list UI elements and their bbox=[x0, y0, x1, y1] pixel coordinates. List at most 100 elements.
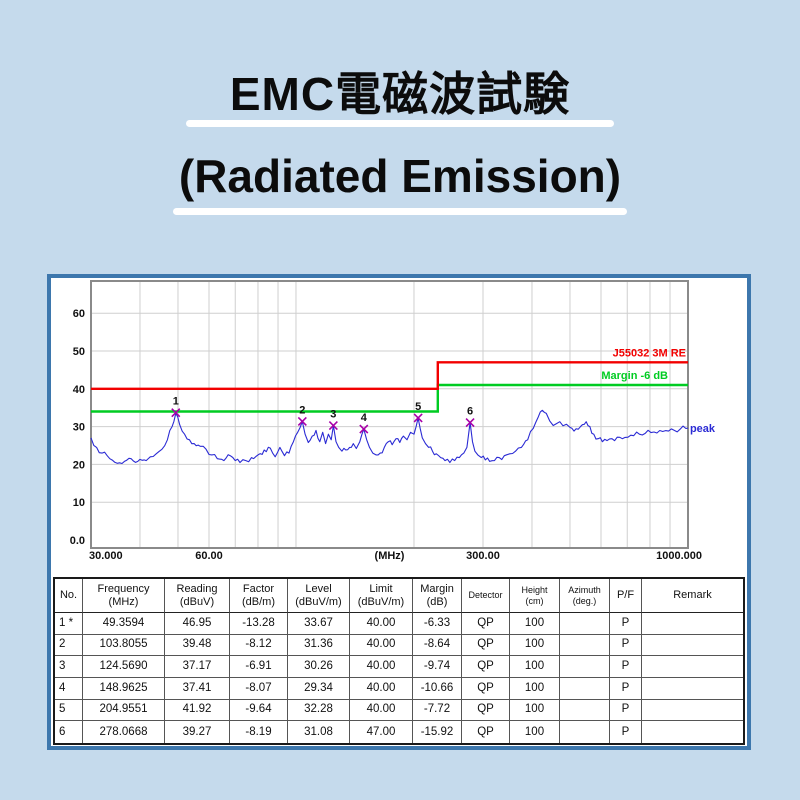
table-cell bbox=[560, 613, 610, 635]
table-cell: 103.8055 bbox=[83, 634, 165, 657]
table-cell bbox=[642, 721, 743, 743]
table-cell: 33.67 bbox=[288, 613, 350, 635]
table-cell: 31.36 bbox=[288, 634, 350, 657]
marker-number: 1 bbox=[173, 396, 179, 408]
table-cell: 100 bbox=[510, 613, 560, 635]
marker-number: 3 bbox=[330, 409, 336, 421]
y-tick-label: 0.0 bbox=[70, 535, 85, 547]
marker-x-icon bbox=[297, 416, 307, 427]
column-header: Frequency (MHz) bbox=[83, 579, 165, 613]
page-title: EMC電磁波試験 bbox=[229, 68, 571, 120]
plot-border bbox=[90, 280, 689, 549]
emission-chart-wrap: J55032 3M RE Margin -6 dB peak 1 2 3 4 5 6 0.0 10 2… bbox=[51, 278, 747, 576]
table-cell: 46.95 bbox=[165, 613, 230, 635]
table-cell: 39.27 bbox=[165, 721, 230, 743]
table-cell: 204.9551 bbox=[83, 699, 165, 722]
marker-x-icon bbox=[359, 424, 369, 434]
table-cell: 40.00 bbox=[350, 656, 413, 678]
table-cell: -8.07 bbox=[230, 677, 288, 700]
peak-trace bbox=[90, 409, 689, 465]
margin-line-label: Margin -6 dB bbox=[601, 370, 668, 382]
table-cell: 40.00 bbox=[350, 634, 413, 657]
table-cell: 29.34 bbox=[288, 677, 350, 700]
column-header: Azimuth (deg.) bbox=[560, 579, 610, 613]
title-underline bbox=[186, 120, 614, 127]
table-cell: QP bbox=[462, 656, 510, 678]
table-cell: P bbox=[610, 634, 642, 657]
column-header: Remark bbox=[642, 579, 743, 613]
marker-x-icon bbox=[413, 413, 423, 423]
table-cell bbox=[560, 721, 610, 743]
table-cell: P bbox=[610, 656, 642, 678]
table-cell: 1 * bbox=[55, 613, 83, 635]
table-cell bbox=[560, 656, 610, 678]
table-cell: 39.48 bbox=[165, 634, 230, 657]
column-header: Detector bbox=[462, 579, 510, 613]
column-header: Margin (dB) bbox=[413, 579, 462, 613]
table-cell bbox=[642, 656, 743, 678]
table-cell: QP bbox=[462, 699, 510, 722]
limit-line bbox=[91, 361, 688, 390]
table-cell: 5 bbox=[55, 699, 83, 722]
table-cell: 124.5690 bbox=[83, 656, 165, 678]
table-cell: P bbox=[610, 721, 642, 743]
table-cell: -9.74 bbox=[413, 656, 462, 678]
column-header: Level (dBuV/m) bbox=[288, 579, 350, 613]
table-cell: 6 bbox=[55, 721, 83, 743]
table-cell: QP bbox=[462, 634, 510, 657]
table-cell: 30.26 bbox=[288, 656, 350, 678]
marker-number: 4 bbox=[361, 412, 368, 424]
table-cell: -6.33 bbox=[413, 613, 462, 635]
table-cell bbox=[642, 700, 743, 722]
table-cell: -8.12 bbox=[230, 634, 288, 657]
table-cell: 32.28 bbox=[288, 699, 350, 722]
table-cell: P bbox=[610, 613, 642, 635]
x-tick-label: 300.00 bbox=[466, 550, 500, 562]
table-cell: 40.00 bbox=[350, 699, 413, 722]
measurement-report-panel: J55032 3M RE Margin -6 dB peak 1 2 3 4 5 6 0.0 10 2… bbox=[47, 274, 751, 750]
column-header: No. bbox=[55, 579, 83, 613]
table-cell: 2 bbox=[55, 634, 83, 657]
y-tick-label: 20 bbox=[73, 459, 85, 471]
table-cell: 100 bbox=[510, 721, 560, 743]
x-tick-label: 1000.000 bbox=[656, 550, 702, 562]
table-cell bbox=[642, 678, 743, 700]
marker-x-icon bbox=[465, 417, 475, 428]
table-cell: -9.64 bbox=[230, 699, 288, 722]
column-header: Factor (dB/m) bbox=[230, 579, 288, 613]
margin-line bbox=[91, 383, 688, 413]
peak-label: peak bbox=[690, 423, 716, 435]
table-cell: 148.9625 bbox=[83, 677, 165, 700]
table-cell: 37.17 bbox=[165, 656, 230, 678]
table-cell bbox=[560, 699, 610, 722]
table-cell bbox=[560, 677, 610, 700]
table-cell: 47.00 bbox=[350, 721, 413, 743]
table-cell: 100 bbox=[510, 634, 560, 657]
table-cell: 49.3594 bbox=[83, 613, 165, 635]
emission-chart: J55032 3M RE Margin -6 dB peak 1 2 3 4 5 6 0.0 10 2… bbox=[70, 280, 716, 562]
table-cell bbox=[642, 635, 743, 657]
table-cell: P bbox=[610, 677, 642, 700]
y-tick-label: 50 bbox=[73, 346, 85, 358]
table-cell: -13.28 bbox=[230, 613, 288, 635]
column-header: P/F bbox=[610, 579, 642, 613]
subtitle-underline bbox=[173, 208, 627, 215]
table-cell: -7.72 bbox=[413, 699, 462, 722]
limit-line-label: J55032 3M RE bbox=[613, 347, 686, 359]
table-cell: P bbox=[610, 699, 642, 722]
table-cell bbox=[560, 634, 610, 657]
table-cell: -8.19 bbox=[230, 721, 288, 743]
column-header: Height (cm) bbox=[510, 579, 560, 613]
y-tick-label: 10 bbox=[73, 497, 85, 509]
page-subtitle: (Radiated Emission) bbox=[178, 150, 622, 202]
x-tick-label: 30.000 bbox=[89, 550, 123, 562]
marker-number: 5 bbox=[415, 401, 421, 413]
table-cell: QP bbox=[462, 677, 510, 700]
table-cell: QP bbox=[462, 613, 510, 635]
table-cell: 100 bbox=[510, 656, 560, 678]
table-cell: 100 bbox=[510, 699, 560, 722]
table-cell: 40.00 bbox=[350, 677, 413, 700]
table-cell: 41.92 bbox=[165, 699, 230, 722]
table-cell: -10.66 bbox=[413, 677, 462, 700]
